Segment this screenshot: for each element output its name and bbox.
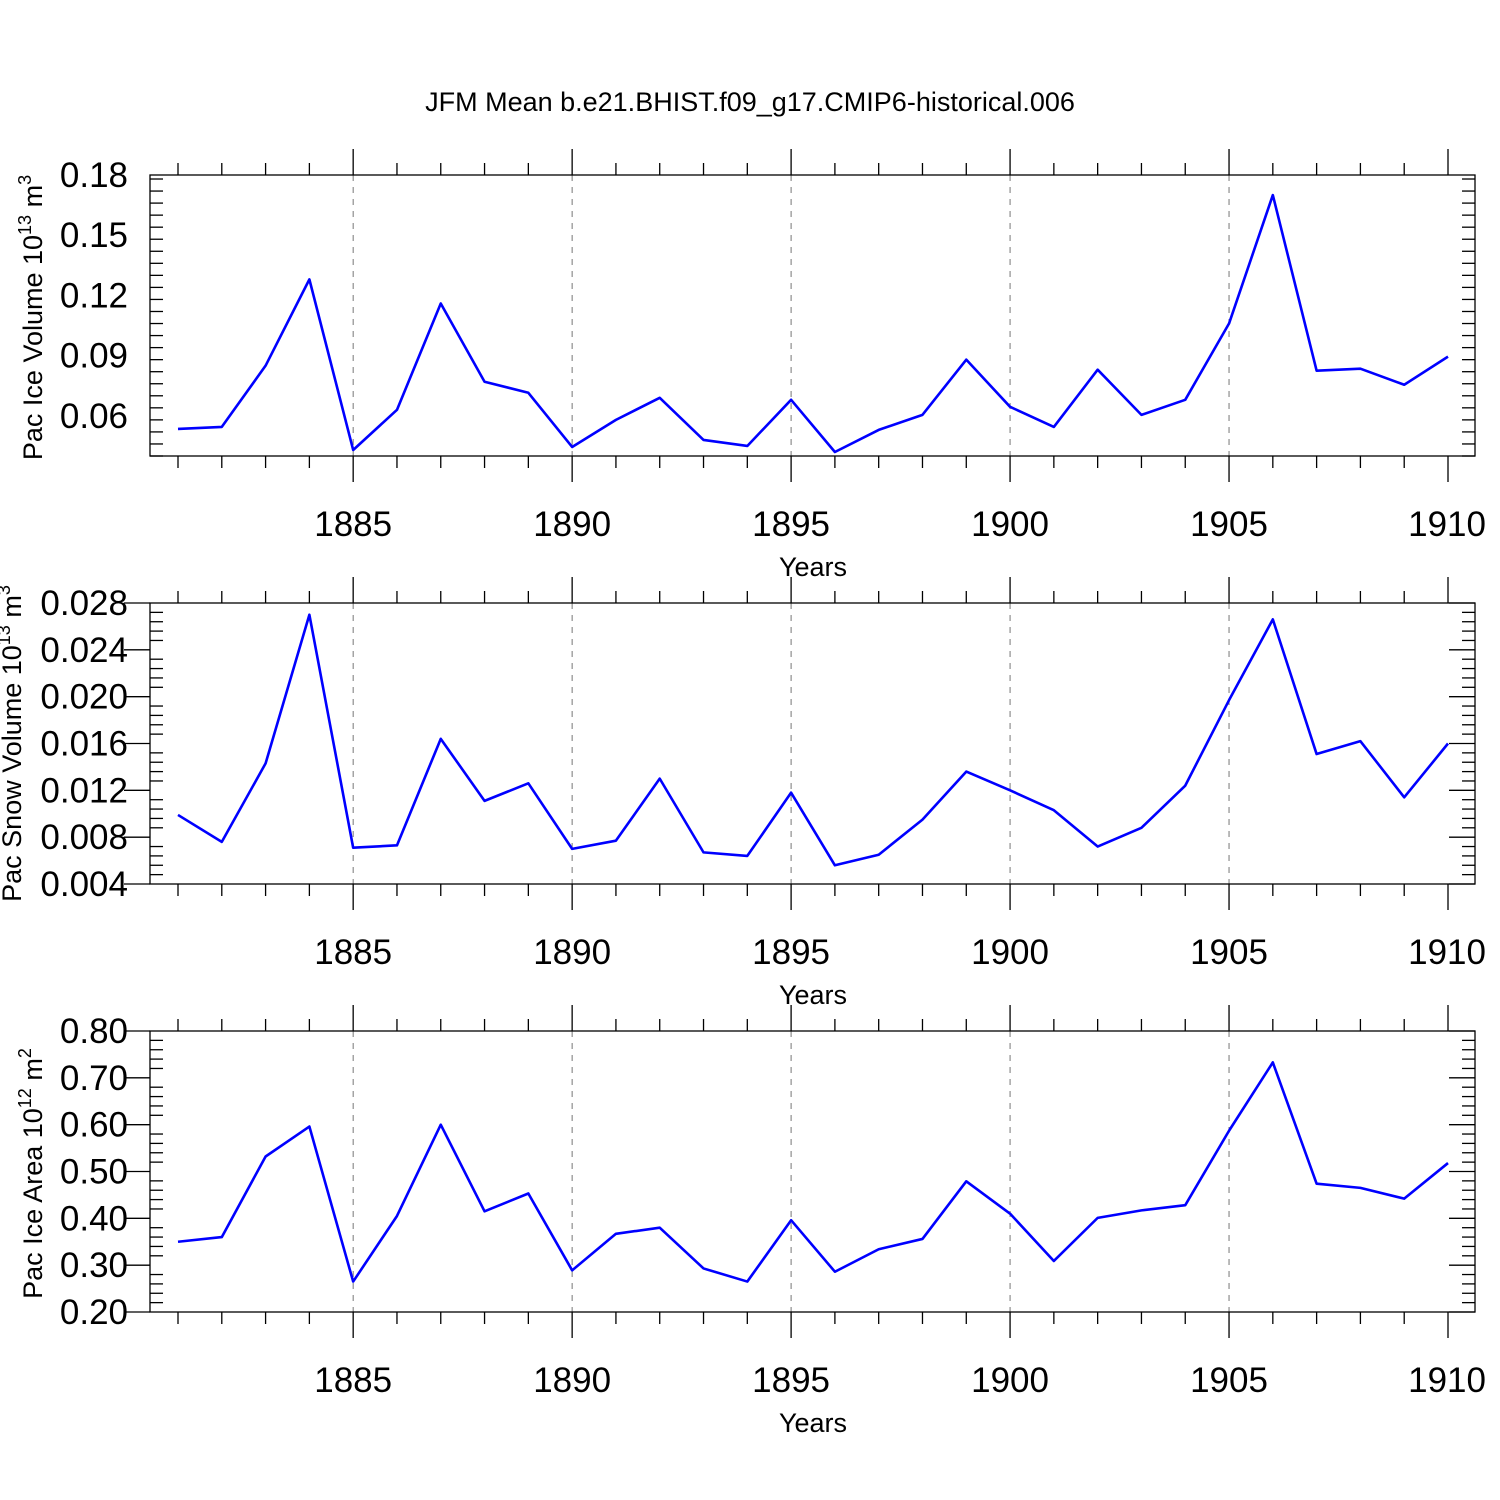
x-tick-label: 1900 bbox=[971, 933, 1049, 972]
y-axis-title-part: m bbox=[18, 185, 48, 215]
y-axis-exponent: 2 bbox=[15, 1048, 35, 1058]
x-tick-label: 1895 bbox=[752, 933, 830, 972]
y-tick-label: 0.70 bbox=[60, 1059, 128, 1098]
y-axis-title: Pac Ice Volume 1013 m3 bbox=[15, 175, 48, 460]
y-axis-title-part: Pac Ice Volume 10 bbox=[18, 235, 48, 460]
x-tick-label: 1905 bbox=[1190, 505, 1268, 544]
x-tick-label: 1905 bbox=[1190, 933, 1268, 972]
y-axis-title-part: m bbox=[18, 1058, 48, 1088]
series-line-ice-volume bbox=[177, 193, 1449, 454]
x-tick-label: 1885 bbox=[314, 933, 392, 972]
plot-frame bbox=[149, 602, 1476, 885]
x-axis-title: Years bbox=[779, 1408, 847, 1438]
y-tick-label: 0.09 bbox=[60, 337, 128, 376]
y-axis-title: Pac Snow Volume 1013 m3 bbox=[0, 585, 27, 902]
y-tick-label: 0.20 bbox=[60, 1293, 128, 1332]
x-tick-label: 1885 bbox=[314, 1361, 392, 1400]
y-tick-label: 0.40 bbox=[60, 1199, 128, 1238]
plot-frame bbox=[149, 174, 1476, 457]
y-axis-unit: m bbox=[18, 185, 48, 208]
y-tick-label: 0.30 bbox=[60, 1246, 128, 1285]
y-axis-title-part: Pac Snow Volume 10 bbox=[0, 645, 27, 902]
chart-title: JFM Mean b.e21.BHIST.f09_g17.CMIP6-histo… bbox=[425, 87, 1075, 117]
panel-snow-volume: 0.004 0.008 0.012 0.016 0.020 0.024 0.028 1885 1… bbox=[0, 577, 1486, 1010]
x-tick-label: 1900 bbox=[971, 505, 1049, 544]
y-axis-exponent: 13 bbox=[15, 215, 35, 235]
y-axis-exponent: 3 bbox=[0, 585, 14, 595]
y-axis-title: Pac Ice Area 1012 m2 bbox=[15, 1048, 48, 1299]
y-axis-exponent: 13 bbox=[0, 625, 14, 645]
y-axis-unit: m bbox=[0, 595, 27, 618]
y-tick-label: 0.028 bbox=[40, 584, 128, 623]
y-tick-label: 0.020 bbox=[40, 678, 128, 717]
x-tick-label: 1895 bbox=[752, 505, 830, 544]
y-tick-label: 0.06 bbox=[60, 397, 128, 436]
y-tick-label: 0.80 bbox=[60, 1012, 128, 1051]
panel-ice-volume: 0.06 0.09 0.12 0.15 0.18 1885 1890 1895 1900 1905… bbox=[15, 149, 1486, 582]
y-axis-title-part: m bbox=[0, 595, 27, 625]
x-tick-label: 1890 bbox=[533, 505, 611, 544]
y-tick-label: 0.60 bbox=[60, 1106, 128, 1145]
y-tick-label: 0.012 bbox=[40, 771, 128, 810]
x-tick-label: 1890 bbox=[533, 933, 611, 972]
y-tick-label: 0.004 bbox=[40, 865, 128, 904]
y-axis-exponent: 12 bbox=[15, 1088, 35, 1108]
y-tick-label: 0.15 bbox=[60, 216, 128, 255]
x-tick-label: 1900 bbox=[971, 1361, 1049, 1400]
y-tick-label: 0.18 bbox=[60, 156, 128, 195]
x-tick-label: 1905 bbox=[1190, 1361, 1268, 1400]
y-tick-label: 0.016 bbox=[40, 725, 128, 764]
y-axis-title-part: Pac Ice Area 10 bbox=[18, 1108, 48, 1299]
series-line-ice-area bbox=[177, 1061, 1449, 1283]
y-tick-label: 0.024 bbox=[40, 631, 128, 670]
y-tick-label: 0.50 bbox=[60, 1153, 128, 1192]
y-tick-label: 0.008 bbox=[40, 818, 128, 857]
y-tick-label: 0.12 bbox=[60, 276, 128, 315]
x-tick-label: 1910 bbox=[1408, 1361, 1486, 1400]
x-tick-label: 1885 bbox=[314, 505, 392, 544]
y-axis-unit: m bbox=[18, 1058, 48, 1081]
x-tick-label: 1890 bbox=[533, 1361, 611, 1400]
panel-ice-area: 0.20 0.30 0.40 0.50 0.60 0.70 0.80 1885 1890 1895… bbox=[15, 1005, 1486, 1438]
x-axis-title: Years bbox=[779, 552, 847, 582]
x-axis-title: Years bbox=[779, 980, 847, 1010]
y-axis-exponent: 3 bbox=[15, 175, 35, 185]
x-tick-label: 1910 bbox=[1408, 933, 1486, 972]
series-line-snow-volume bbox=[177, 613, 1450, 867]
x-tick-label: 1910 bbox=[1408, 505, 1486, 544]
x-tick-label: 1895 bbox=[752, 1361, 830, 1400]
